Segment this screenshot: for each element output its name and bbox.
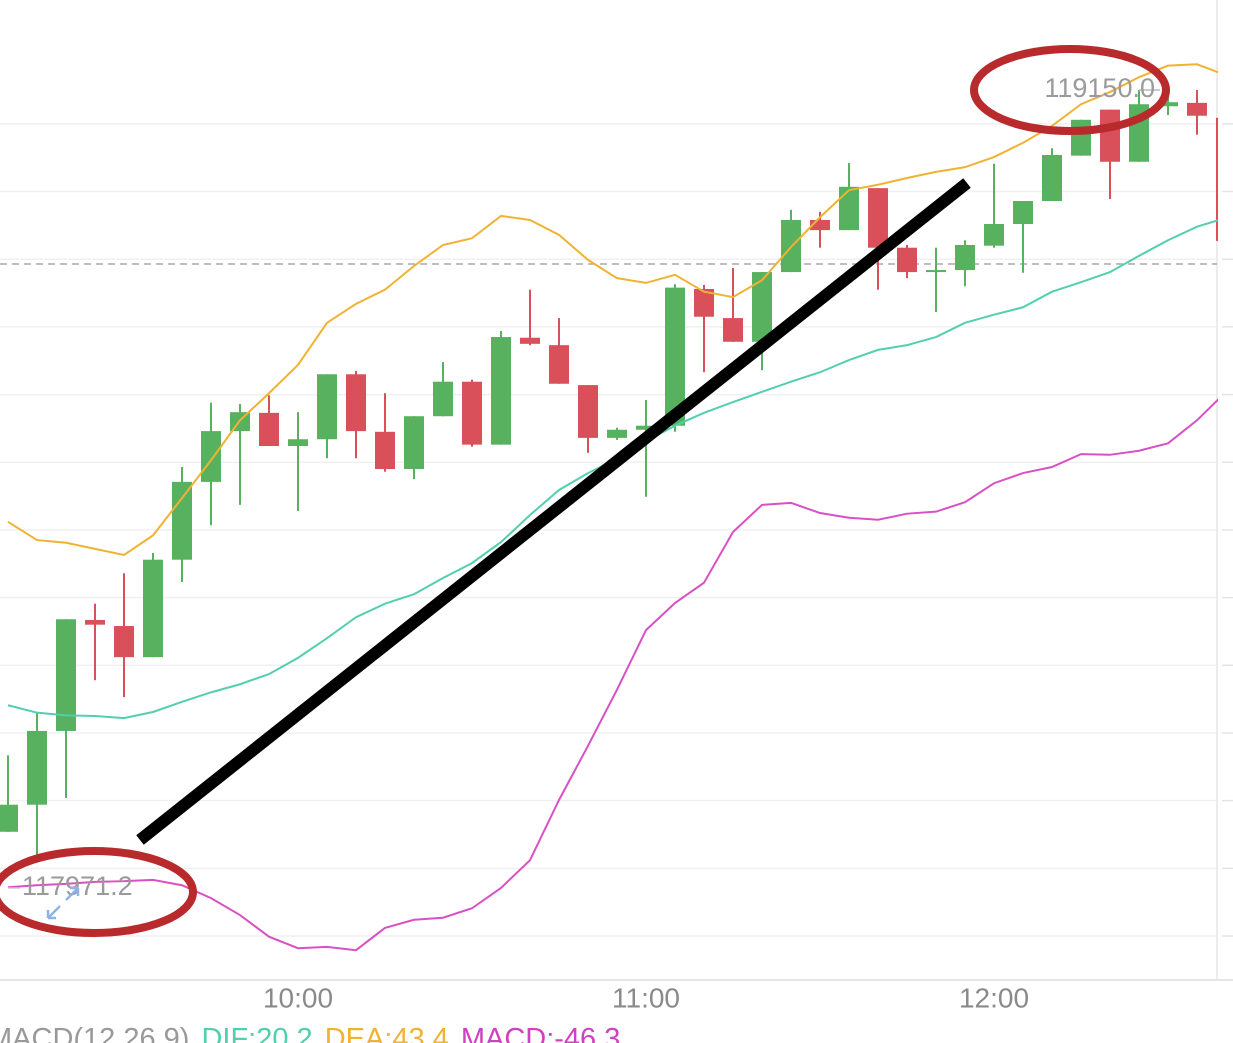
candle-body (549, 345, 569, 384)
legend-item: DEA:43.4 (325, 1023, 449, 1043)
candle-body (462, 381, 482, 445)
legend-item: MACD(12,26,9) (0, 1023, 189, 1043)
x-tick-label: 11:00 (612, 982, 680, 1013)
candle-body (491, 337, 511, 445)
candle-body (259, 412, 279, 447)
candle-body (404, 416, 424, 470)
markers: 119150.0 117971.2 (8, 73, 1160, 920)
candle-body (607, 429, 627, 438)
candle-body (288, 439, 308, 447)
trend-line-annotation (136, 178, 971, 845)
candle-body (868, 188, 888, 248)
circle-annotation (970, 45, 1170, 135)
candle-body (433, 381, 453, 417)
candle-body (984, 224, 1004, 246)
x-tick-label: 10:00 (263, 982, 333, 1013)
candle-body (1071, 119, 1091, 156)
legend-item: DIF:20.2 (201, 1023, 312, 1043)
candle-body (665, 287, 685, 426)
candle-body (114, 626, 134, 658)
candle-body (1216, 117, 1218, 241)
band-line (7, 63, 1218, 557)
candle-body (375, 431, 395, 470)
x-tick-label: 12:00 (959, 982, 1029, 1013)
band-line (7, 398, 1218, 952)
candle-body (694, 288, 714, 317)
candle-body (810, 219, 830, 231)
candle-body (926, 270, 946, 273)
candle-body (578, 385, 598, 438)
high-marker-label: 119150.0 (1044, 73, 1155, 103)
legend-item: MACD:-46.3 (461, 1023, 621, 1043)
circle-annotation (0, 847, 197, 937)
candle-body (1158, 102, 1178, 107)
candle-body (201, 431, 221, 482)
candle-body (56, 619, 76, 731)
plot-area (0, 63, 1218, 952)
x-axis: 10:00 11:00 12:00 (263, 982, 1029, 1013)
candle-body (346, 374, 366, 432)
candle-body (636, 425, 656, 430)
candle-body (955, 245, 975, 271)
candle-body (27, 730, 47, 805)
candle-body (85, 619, 105, 625)
candle-body (1042, 154, 1062, 202)
candle-body (520, 337, 540, 344)
grid (0, 123, 1233, 937)
candle-body (0, 804, 18, 832)
candle-body (172, 481, 192, 560)
candle-body (752, 272, 772, 342)
candle-body (143, 559, 163, 658)
candle-body (1187, 102, 1207, 116)
candle-body (1013, 201, 1033, 225)
candle-body (897, 247, 917, 273)
candle-body (317, 374, 337, 440)
candle-body (1100, 109, 1120, 162)
low-marker-label: 117971.2 (22, 871, 133, 901)
indicator-legend: MACD(12,26,9) DIF:20.2 DEA:43.4 MACD:-46.3 (0, 1023, 620, 1043)
candle-body (723, 318, 743, 342)
candle-body (839, 186, 859, 231)
collapse-icon (46, 886, 80, 920)
